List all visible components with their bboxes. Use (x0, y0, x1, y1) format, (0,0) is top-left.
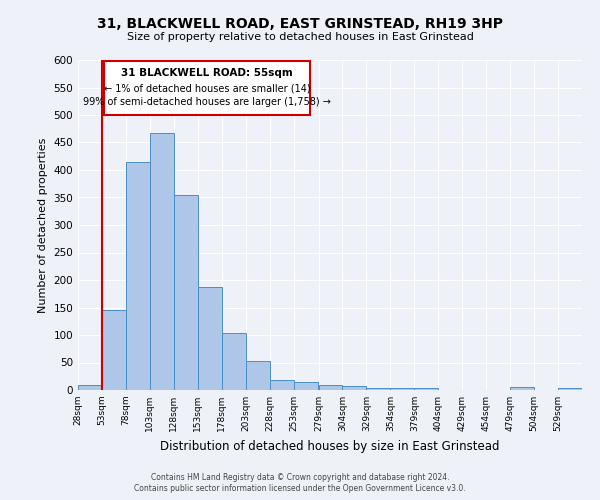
Bar (102, 310, 126, 390)
Bar (222, 334, 245, 390)
Bar (245, 361, 269, 390)
Bar (510, 387, 534, 390)
Bar (126, 162, 150, 390)
Bar (293, 382, 317, 390)
Bar (150, 132, 174, 390)
Bar (343, 386, 367, 390)
Text: 99% of semi-detached houses are larger (1,758) →: 99% of semi-detached houses are larger (… (83, 97, 331, 107)
X-axis label: Distribution of detached houses by size in East Grinstead: Distribution of detached houses by size … (160, 440, 500, 452)
Text: Size of property relative to detached houses in East Grinstead: Size of property relative to detached ho… (127, 32, 473, 42)
Text: 31 BLACKWELL ROAD: 55sqm: 31 BLACKWELL ROAD: 55sqm (121, 68, 293, 78)
Bar (558, 388, 582, 390)
Bar (415, 388, 438, 390)
Text: Contains HM Land Registry data © Crown copyright and database right 2024.: Contains HM Land Registry data © Crown c… (151, 472, 449, 482)
Y-axis label: Number of detached properties: Number of detached properties (38, 138, 48, 312)
Bar (269, 380, 293, 390)
Text: 31, BLACKWELL ROAD, EAST GRINSTEAD, RH19 3HP: 31, BLACKWELL ROAD, EAST GRINSTEAD, RH19… (97, 18, 503, 32)
Bar (367, 388, 391, 390)
Bar (391, 388, 415, 390)
Bar (104, 61, 310, 115)
Bar (174, 194, 198, 390)
Bar (319, 384, 343, 390)
Text: Contains public sector information licensed under the Open Government Licence v3: Contains public sector information licen… (134, 484, 466, 493)
Bar (198, 286, 222, 390)
Text: ← 1% of detached houses are smaller (14): ← 1% of detached houses are smaller (14) (104, 83, 310, 93)
Bar (78, 384, 102, 390)
